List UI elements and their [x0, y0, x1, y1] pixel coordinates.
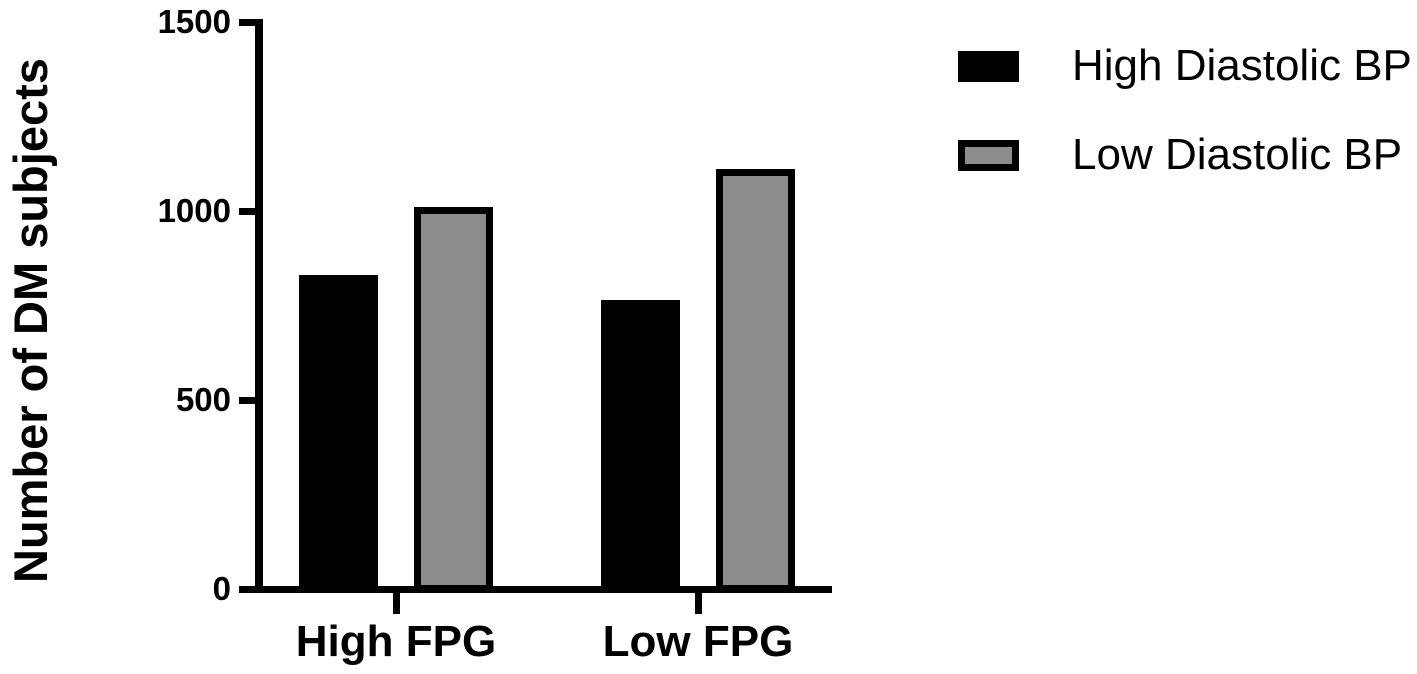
legend-swatch-high-diastolic-bp — [958, 50, 1019, 82]
x-axis-line — [255, 586, 832, 593]
legend-swatch-low-diastolic-bp — [958, 139, 1019, 171]
y-tick-mark-1500 — [239, 18, 263, 26]
x-tick-label-high-fpg: High FPG — [295, 617, 497, 666]
bar-high-diastolic-bp-low-fpg — [601, 299, 680, 592]
x-tick-label-low-fpg: Low FPG — [602, 617, 794, 666]
y-tick-label-1500: 1500 — [157, 2, 231, 40]
y-axis-line — [255, 19, 263, 593]
legend: High Diastolic BP Low Diastolic BP — [958, 44, 1412, 177]
legend-label-low-diastolic-bp: Low Diastolic BP — [1072, 130, 1403, 179]
legend-label-high-diastolic-bp: High Diastolic BP — [1072, 41, 1412, 90]
legend-item-high-diastolic-bp: High Diastolic BP — [958, 44, 1412, 88]
bar-low-diastolic-bp-high-fpg — [414, 207, 493, 592]
y-tick-label-500: 500 — [175, 380, 231, 418]
bar-high-diastolic-bp-high-fpg — [299, 275, 378, 592]
bar-low-diastolic-bp-low-fpg — [716, 169, 795, 592]
y-tick-mark-0 — [239, 585, 263, 593]
legend-item-low-diastolic-bp: Low Diastolic BP — [958, 133, 1412, 177]
y-tick-mark-1000 — [239, 207, 263, 215]
y-tick-label-1000: 1000 — [157, 191, 231, 229]
y-axis-title: Number of DM subjects — [4, 58, 57, 583]
x-tick-mark-high-fpg — [392, 593, 400, 614]
x-tick-mark-low-fpg — [694, 593, 702, 614]
y-tick-mark-500 — [239, 396, 263, 404]
y-tick-label-0: 0 — [212, 569, 231, 607]
